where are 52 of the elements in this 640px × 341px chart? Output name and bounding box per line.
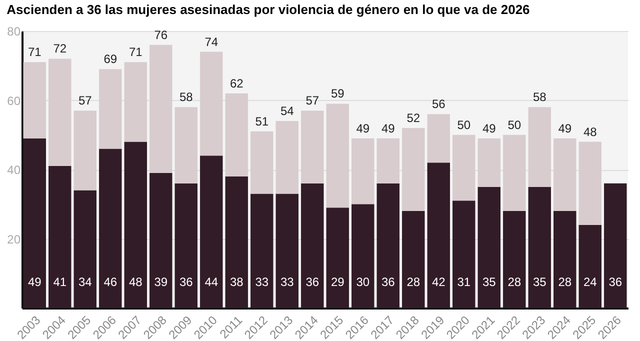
total-label: 57 xyxy=(78,94,92,108)
data-label: 24 xyxy=(583,275,598,289)
data-label: 28 xyxy=(508,275,522,289)
y-tick-label: 60 xyxy=(7,94,21,108)
total-label: 76 xyxy=(154,28,168,42)
data-label: 33 xyxy=(255,275,269,289)
data-label: 44 xyxy=(204,275,218,289)
y-tick-label: 80 xyxy=(7,24,21,38)
data-label: 36 xyxy=(608,275,622,289)
data-label: 28 xyxy=(406,275,420,289)
data-label: 28 xyxy=(558,275,572,289)
data-label: 35 xyxy=(532,275,547,289)
y-tick-label: 40 xyxy=(7,163,21,177)
total-label: 59 xyxy=(330,86,345,101)
data-label: 35 xyxy=(482,275,496,289)
y-tick-label: 20 xyxy=(7,232,21,246)
total-label: 57 xyxy=(306,94,320,108)
total-label: 48 xyxy=(583,124,598,139)
data-label: 39 xyxy=(154,275,168,289)
total-label: 49 xyxy=(381,121,396,136)
total-label: 71 xyxy=(28,45,42,60)
data-label: 49 xyxy=(28,275,42,289)
data-label: 38 xyxy=(230,275,244,289)
total-label: 52 xyxy=(406,110,420,125)
total-label: 50 xyxy=(457,118,471,132)
data-label: 36 xyxy=(381,275,396,289)
data-label: 29 xyxy=(330,275,345,289)
total-label: 58 xyxy=(532,90,547,104)
total-label: 62 xyxy=(230,76,244,90)
total-label: 58 xyxy=(179,90,194,104)
data-label: 48 xyxy=(128,275,143,289)
data-label: 31 xyxy=(457,275,471,289)
data-label: 34 xyxy=(78,275,92,289)
total-label: 49 xyxy=(356,121,370,136)
total-label: 51 xyxy=(255,114,269,128)
data-label: 36 xyxy=(306,275,320,289)
total-label: 71 xyxy=(128,45,143,60)
data-label: 33 xyxy=(280,275,294,289)
data-label: 42 xyxy=(432,275,446,289)
total-label: 49 xyxy=(558,121,572,136)
total-label: 50 xyxy=(508,118,522,132)
total-label: 56 xyxy=(432,97,446,112)
chart-title: Ascienden a 36 las mujeres asesinadas por violencia de género en lo que va de 2026 xyxy=(6,2,530,17)
total-label: 69 xyxy=(104,52,118,66)
data-label: 30 xyxy=(356,275,370,289)
total-label: 49 xyxy=(482,121,496,136)
total-label: 54 xyxy=(280,104,294,118)
total-label: 72 xyxy=(53,42,67,56)
data-label: 41 xyxy=(53,275,67,289)
data-label: 36 xyxy=(179,275,194,289)
total-label: 74 xyxy=(204,34,218,49)
data-label: 46 xyxy=(104,275,118,289)
